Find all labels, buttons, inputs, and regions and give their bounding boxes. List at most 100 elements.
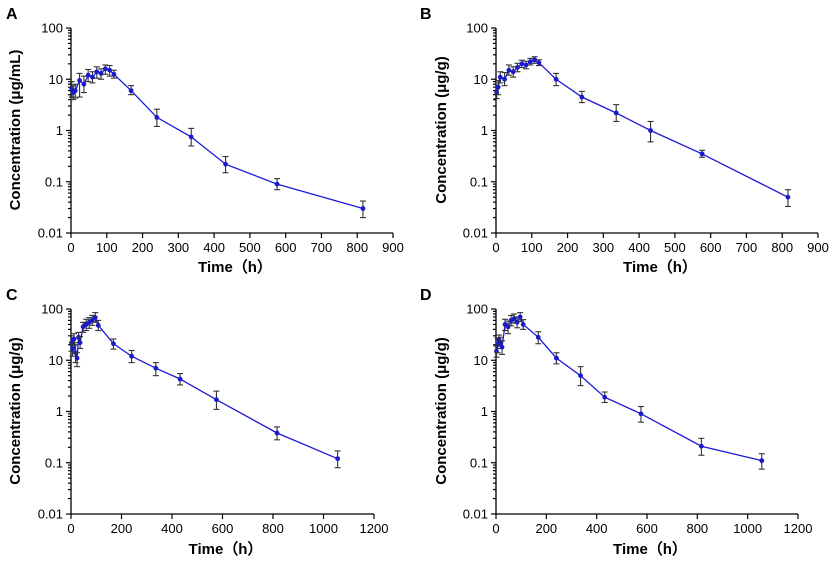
data-point [274, 181, 280, 187]
data-point [495, 84, 501, 90]
data-point [535, 334, 541, 340]
data-point [77, 340, 83, 346]
y-tick-label: 1 [56, 404, 63, 419]
x-axis-title: Time（h） [623, 258, 697, 276]
x-tick-label: 400 [628, 240, 650, 255]
data-point [553, 76, 559, 82]
panel-b: B 0.01 0.1 1 10 100 0 100 200 300 400 500 600 700 800 9… [420, 6, 829, 276]
data-point [72, 88, 78, 94]
data-point [129, 353, 135, 359]
data-point [648, 128, 653, 133]
x-tick-label: 200 [535, 521, 557, 536]
data-point [94, 69, 100, 75]
x-tick-label: 200 [132, 240, 154, 255]
data-point [502, 76, 507, 82]
panel-letter: A [6, 6, 18, 23]
y-tick-label: 0.1 [45, 455, 63, 470]
x-tick-label: 600 [700, 240, 722, 255]
data-point [519, 61, 525, 67]
data-point [527, 59, 533, 65]
y-tick-label: 100 [41, 21, 63, 36]
y-tick-label: 10 [49, 353, 63, 368]
x-tick-label: 400 [586, 521, 608, 536]
data-point [71, 336, 77, 342]
x-tick-label: 600 [636, 521, 658, 536]
data-point [497, 74, 503, 80]
data-point [698, 443, 704, 449]
data-point [510, 69, 516, 75]
data-point [128, 88, 134, 94]
x-tick-label: 500 [239, 240, 261, 255]
x-axis-title: Time（h） [189, 540, 263, 558]
data-point [532, 57, 538, 63]
x-tick-label: 1000 [309, 521, 338, 536]
data-point [154, 115, 160, 120]
panel-a: A 0.01 0.1 1 10 100 0 100 200 300 400 500 600 700 800 9… [6, 6, 404, 276]
y-axis-title: Concentration (μg/g) [433, 337, 450, 485]
x-tick-label: 200 [557, 240, 579, 255]
data-point [77, 77, 82, 83]
y-tick-label: 0.1 [470, 455, 488, 470]
y-tick-label: 10 [474, 72, 488, 87]
data-point [177, 376, 183, 382]
data-point [785, 194, 791, 200]
data-point [274, 430, 280, 436]
panel-letter: D [420, 287, 432, 304]
y-tick-label: 100 [466, 302, 488, 317]
x-tick-label: 1000 [733, 521, 762, 536]
data-point [520, 322, 526, 327]
data-point [89, 317, 95, 323]
y-tick-label: 100 [466, 21, 488, 36]
series-line [71, 68, 364, 210]
y-tick-label: 1 [56, 123, 63, 138]
x-tick-label: 400 [161, 521, 183, 536]
data-point [360, 206, 366, 211]
data-point [111, 341, 116, 347]
panel-letter: B [420, 6, 432, 23]
x-axis-title: Time（h） [198, 258, 272, 276]
data-point [514, 319, 520, 325]
x-tick-label: 0 [492, 521, 499, 536]
data-point [81, 81, 87, 87]
y-axis-title: Concentration (μg/g) [433, 56, 450, 204]
y-tick-label: 0.01 [38, 507, 63, 522]
x-tick-label: 200 [111, 521, 133, 536]
data-point [74, 355, 80, 361]
x-tick-label: 800 [686, 521, 708, 536]
x-tick-label: 700 [736, 240, 758, 255]
x-tick-label: 300 [592, 240, 614, 255]
y-tick-label: 0.1 [45, 174, 63, 189]
x-tick-label: 0 [67, 521, 74, 536]
x-tick-label: 600 [275, 240, 297, 255]
x-axis-title: Time（h） [613, 540, 687, 558]
x-tick-label: 900 [807, 240, 829, 255]
data-point [699, 151, 705, 157]
data-point [536, 60, 542, 66]
y-tick-label: 1 [481, 123, 488, 138]
data-point [613, 110, 619, 116]
x-tick-label: 1200 [784, 521, 813, 536]
x-tick-label: 400 [203, 240, 225, 255]
x-tick-label: 700 [311, 240, 333, 255]
data-point [214, 397, 219, 403]
data-point [98, 71, 104, 76]
x-tick-label: 800 [262, 521, 284, 536]
data-point [92, 315, 98, 320]
data-point [602, 394, 608, 400]
y-tick-label: 0.1 [470, 174, 488, 189]
data-point [515, 65, 520, 70]
data-point [153, 365, 159, 371]
panel-letter: C [6, 287, 18, 304]
data-point [759, 458, 765, 464]
data-point [102, 66, 108, 72]
x-tick-label: 0 [67, 240, 74, 255]
series-line [496, 59, 789, 198]
data-point [517, 314, 523, 320]
data-point [506, 67, 512, 73]
data-point [90, 74, 95, 80]
data-point [95, 322, 101, 328]
y-tick-label: 0.01 [463, 226, 488, 241]
